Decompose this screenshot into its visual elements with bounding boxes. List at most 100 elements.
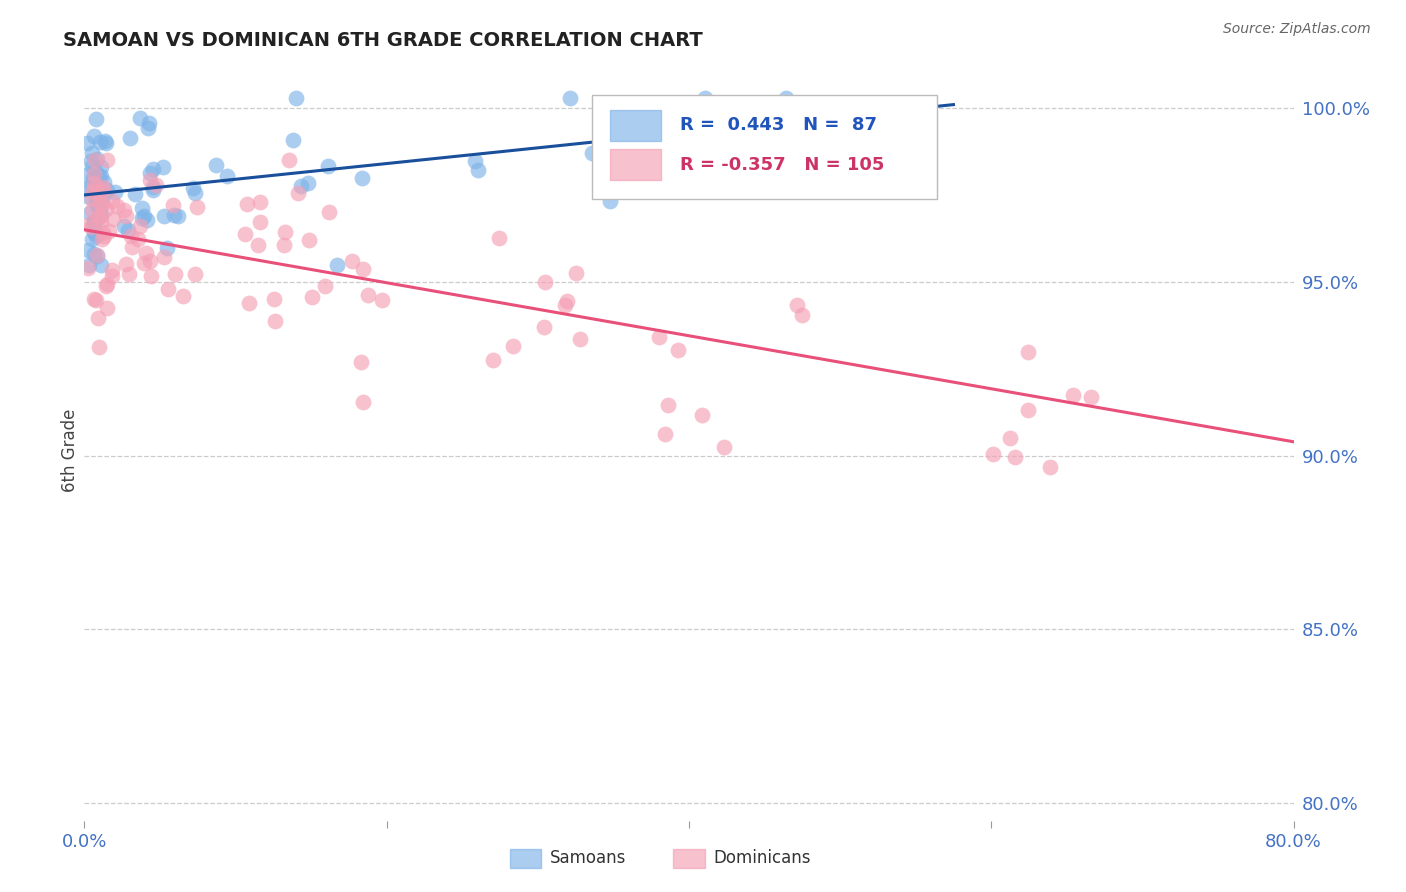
Point (557, 293, 579, 308)
Point (136, 121, 159, 136)
Point (90, 169, 112, 184)
Point (83, 219, 105, 233)
Point (84, 181, 107, 195)
Point (273, 237, 295, 252)
Point (238, 296, 260, 310)
Point (558, 90, 581, 104)
Point (87, 210, 110, 224)
Point (77, 217, 100, 231)
Point (318, 205, 340, 219)
Point (89, 210, 111, 224)
Point (325, 258, 347, 272)
Point (1039, 459, 1062, 474)
Point (482, 352, 505, 367)
Point (297, 177, 319, 191)
FancyBboxPatch shape (592, 95, 936, 199)
Point (115, 210, 138, 224)
Point (581, 146, 603, 161)
Point (467, 162, 489, 177)
Point (274, 225, 297, 239)
Point (666, 343, 689, 357)
Point (115, 257, 138, 271)
Point (79, 180, 101, 194)
Point (184, 268, 207, 282)
Point (1017, 345, 1039, 359)
Point (77, 190, 100, 204)
Point (301, 290, 323, 304)
Text: R =  0.443   N =  87: R = 0.443 N = 87 (681, 117, 877, 135)
Point (82, 179, 104, 194)
Text: Dominicans: Dominicans (713, 849, 811, 867)
Point (80, 159, 103, 173)
Point (105, 199, 128, 213)
Point (86, 153, 108, 167)
Point (153, 210, 176, 224)
Point (142, 183, 165, 197)
Point (139, 253, 162, 268)
Point (84, 293, 107, 307)
Point (352, 171, 374, 186)
Point (86, 197, 108, 211)
Point (568, 332, 591, 346)
Point (87, 310, 110, 325)
Point (162, 198, 184, 212)
Point (233, 227, 256, 242)
Point (83, 177, 105, 191)
Text: SAMOAN VS DOMINICAN 6TH GRADE CORRELATION CHART: SAMOAN VS DOMINICAN 6TH GRADE CORRELATIO… (63, 31, 703, 50)
Point (135, 213, 157, 227)
Point (84, 112, 107, 126)
Point (657, 398, 679, 412)
Point (132, 255, 155, 269)
Text: Samoans: Samoans (550, 849, 626, 867)
Point (135, 245, 157, 260)
Point (533, 275, 555, 289)
Point (83, 292, 105, 306)
Point (350, 355, 373, 369)
Point (96, 277, 118, 292)
Point (342, 254, 364, 268)
Point (141, 268, 163, 283)
Point (285, 90, 308, 104)
Point (693, 90, 716, 104)
Point (80, 202, 103, 217)
Point (131, 201, 153, 215)
Point (100, 268, 122, 283)
Point (145, 178, 167, 192)
Point (907, 118, 929, 132)
Point (94, 136, 117, 150)
Point (142, 180, 165, 194)
Point (352, 395, 374, 409)
Point (87, 191, 110, 205)
Point (83, 170, 105, 185)
Point (121, 240, 143, 254)
Point (87, 180, 110, 194)
Point (249, 214, 271, 228)
Point (120, 229, 142, 244)
Point (163, 267, 186, 281)
Point (127, 232, 149, 246)
Point (82, 170, 104, 185)
Text: Source: ZipAtlas.com: Source: ZipAtlas.com (1223, 22, 1371, 37)
Point (101, 212, 124, 227)
Point (93, 228, 115, 243)
Point (983, 447, 1005, 461)
Point (90, 194, 112, 208)
Point (118, 267, 141, 281)
Point (90, 215, 112, 229)
Point (87, 188, 110, 202)
Point (77, 258, 100, 272)
Point (281, 133, 304, 147)
Point (91, 225, 114, 239)
Point (96, 279, 118, 293)
Point (83, 215, 105, 229)
Point (98, 224, 121, 238)
Point (128, 112, 150, 126)
Point (100, 262, 122, 277)
Point (287, 186, 309, 200)
Point (83, 163, 105, 178)
Point (117, 222, 139, 236)
Point (599, 194, 621, 208)
Point (172, 289, 194, 303)
Point (84, 194, 107, 209)
Point (96, 183, 118, 197)
